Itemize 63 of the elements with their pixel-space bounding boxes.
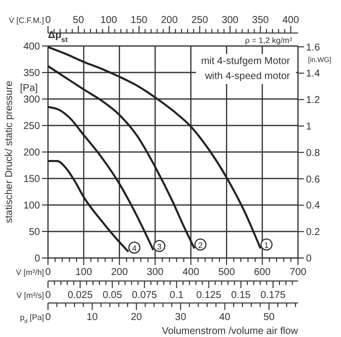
- y-axis-title: statischer Druck/ static pressure: [4, 80, 15, 224]
- text: 0.075: [132, 290, 158, 301]
- y-tick-label: 350: [23, 68, 40, 79]
- x-tick-label: 100: [75, 267, 92, 278]
- y2-tick-label: 0.8: [306, 148, 320, 159]
- text: 30: [175, 312, 187, 323]
- y2-tick-label: 1.4: [306, 68, 320, 80]
- text: 10: [86, 312, 98, 323]
- text: 0: [45, 290, 52, 301]
- x-axis-title: V̇ [m³/h]: [16, 268, 44, 277]
- y-tick-label: 300: [23, 94, 40, 106]
- x2-tick-label: 300: [222, 15, 239, 26]
- x-tick-label: 300: [146, 267, 164, 278]
- text: 0.05: [102, 290, 122, 301]
- x2-tick-label: 100: [100, 15, 118, 26]
- x2-tick-label: 0: [45, 15, 52, 26]
- y-tick-label: 50: [28, 227, 40, 238]
- y2-tick-label: 1.6: [306, 42, 320, 54]
- y2-tick-label: 0.6: [306, 174, 320, 186]
- x2-tick-label: 150: [130, 15, 148, 26]
- x-tick-label: 600: [254, 267, 272, 278]
- text: [Pa]: [20, 83, 38, 94]
- y2-tick-label: 0.2: [306, 227, 320, 238]
- annotation: mit 4-stufgem Motor: [201, 56, 291, 67]
- y-tick-label: 100: [23, 200, 40, 212]
- x-tick-label: 200: [111, 267, 128, 278]
- y2-tick-label: 0: [306, 254, 312, 264]
- x2-tick-label: 250: [191, 15, 208, 26]
- text: 50: [263, 312, 275, 323]
- y-tick-label: 200: [23, 148, 40, 158]
- y-tick-label: 400: [23, 42, 40, 52]
- x2-tick-label: 200: [161, 15, 178, 26]
- series-label: 2: [198, 240, 204, 250]
- text: 0.1: [170, 290, 184, 301]
- x-tick-label: 500: [218, 267, 236, 278]
- text: ρ = 1,2 kg/m³: [244, 36, 292, 45]
- y-tick-label: 250: [23, 121, 40, 132]
- text: 40: [219, 312, 231, 323]
- x-tick-label: 700: [290, 267, 307, 278]
- text: 0.125: [196, 290, 222, 301]
- x2-tick-label: 350: [252, 15, 270, 26]
- y2-tick-label: 1.2: [306, 95, 320, 106]
- x2-axis-title: V̇ [C.F.M.]: [8, 16, 44, 25]
- annotation: with 4-speed motor: [204, 71, 291, 82]
- text: 0.025: [68, 290, 94, 301]
- text: p$_{d}$ [Pa]: [20, 313, 44, 325]
- y-tick-label: 0: [34, 254, 40, 264]
- text: 0.15: [231, 290, 252, 301]
- series-label: 1: [264, 240, 270, 250]
- x-tick-label: 400: [182, 267, 200, 278]
- legend-label: 3: [157, 242, 162, 252]
- x-tick-label: 0: [45, 267, 52, 278]
- series-label: 4: [132, 244, 138, 254]
- text: Volumenstrom /volume air flow: [162, 326, 299, 337]
- text: 0: [45, 312, 52, 323]
- y2-tick-label: 0.4: [306, 200, 320, 212]
- text: 20: [130, 312, 142, 323]
- text: V̇ [m³/s]: [16, 290, 44, 300]
- y2-tick-label: 1: [306, 121, 312, 132]
- x2-tick-label: 50: [72, 15, 84, 26]
- y-tick-label: 150: [23, 174, 40, 185]
- x2-tick-label: 400: [282, 15, 300, 26]
- text: 0.175: [260, 290, 286, 301]
